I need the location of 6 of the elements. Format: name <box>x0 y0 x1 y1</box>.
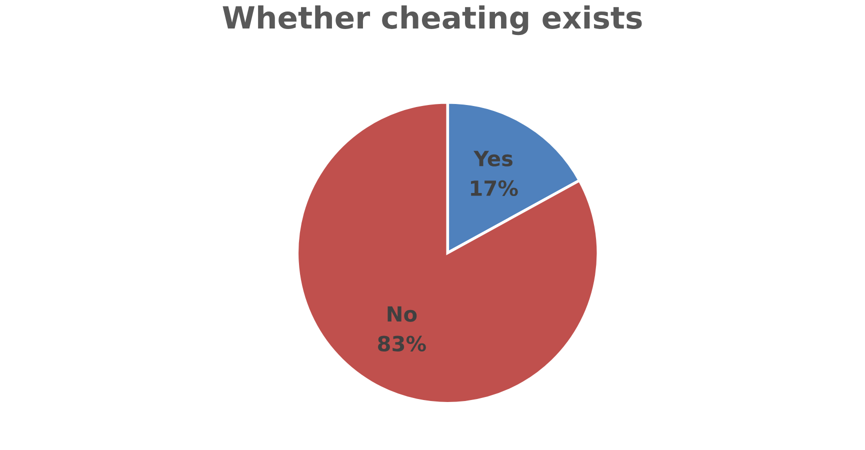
data-label: 17% <box>471 180 518 196</box>
chart-title: Whether cheating exists <box>222 5 642 36</box>
slice-label: No <box>388 306 417 322</box>
pie-slice <box>296 101 600 405</box>
slice-label: Yes <box>474 150 512 166</box>
data-label: 83% <box>378 336 426 352</box>
